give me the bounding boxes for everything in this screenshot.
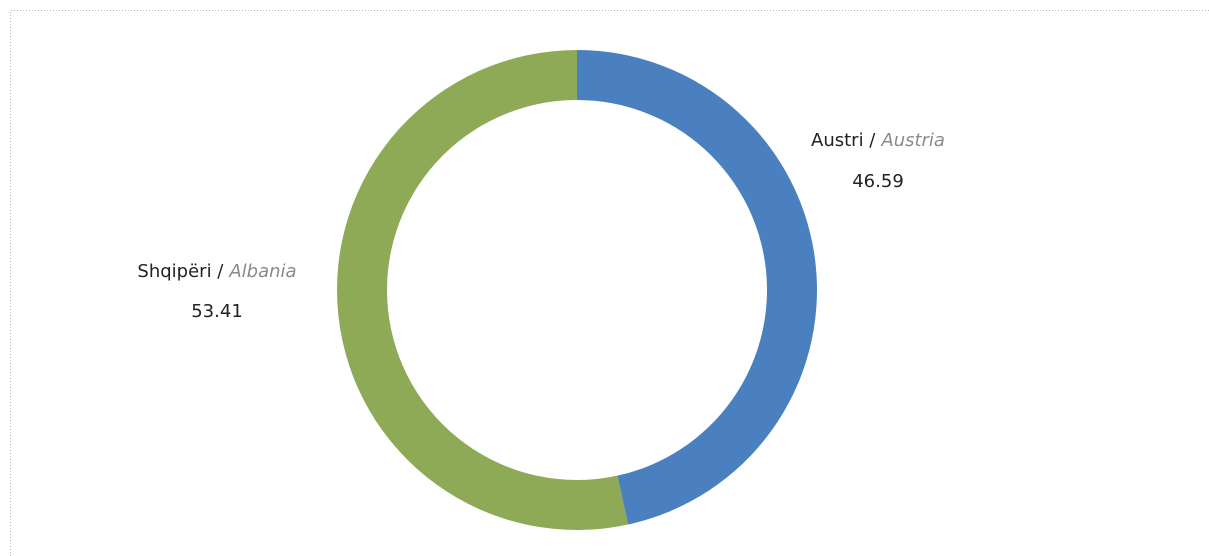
value-label: 53.41 <box>191 301 243 322</box>
label-english: Austria <box>880 130 945 151</box>
label-local: Austri / <box>811 130 876 151</box>
label-local: Shqipëri / <box>137 261 224 282</box>
segment-label: Austri / Austria <box>811 130 945 151</box>
value-label: 46.59 <box>852 171 904 192</box>
donut-segment <box>577 50 818 525</box>
label-english: Albania <box>228 261 296 282</box>
segment-label: Shqipëri / Albania <box>137 261 296 282</box>
donut-segment <box>337 49 629 530</box>
frame <box>10 10 1209 556</box>
